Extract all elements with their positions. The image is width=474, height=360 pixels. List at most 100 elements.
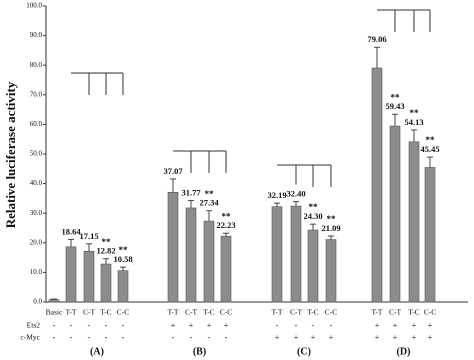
condition-sign: -	[208, 333, 211, 342]
significance: **	[205, 189, 215, 199]
bar	[389, 125, 401, 303]
condition-sign: +	[224, 321, 229, 330]
y-axis-title: Relative luciferase activity	[3, 81, 18, 228]
condition-sign: -	[330, 321, 333, 330]
x-tick-label: C-C	[220, 308, 233, 317]
value-label: 79.06	[367, 34, 386, 44]
significance: **	[222, 211, 232, 221]
condition-sign: -	[88, 321, 91, 330]
significance: **	[410, 108, 420, 118]
x-tick-label: C-T	[83, 308, 96, 317]
condition-sign: -	[276, 321, 279, 330]
value-label: 45.45	[420, 144, 439, 154]
bar	[185, 207, 197, 303]
condition-sign: -	[122, 333, 125, 342]
condition-sign: +	[207, 321, 212, 330]
condition-sign: -	[295, 321, 298, 330]
significance: **	[119, 245, 129, 255]
significance: **	[309, 202, 319, 212]
y-tick-label: 10.0	[30, 268, 43, 276]
y-tick-label: 0.0	[33, 298, 42, 306]
bar	[65, 246, 77, 303]
x-tick-label: C-T	[290, 308, 303, 317]
value-label: 32.19	[267, 190, 286, 200]
significance: **	[391, 92, 401, 102]
condition-sign: -	[172, 333, 175, 342]
bar	[271, 206, 283, 303]
value-label: 17.15	[79, 231, 98, 241]
x-tick-label: T-C	[408, 308, 419, 317]
value-label: 54.13	[404, 117, 423, 127]
condition-name: c-Myc	[20, 333, 40, 342]
value-label: 32.40	[286, 189, 305, 199]
x-tick-label: C-C	[117, 308, 130, 317]
y-tick-label: 90.0	[30, 31, 43, 39]
y-tick-label: 20.0	[30, 238, 43, 246]
x-tick-label: C-T	[389, 308, 402, 317]
bar	[408, 141, 420, 303]
condition-sign: +	[412, 321, 417, 330]
x-tick-label: C-C	[424, 308, 437, 317]
condition-sign: +	[375, 333, 380, 342]
condition-sign: -	[190, 333, 193, 342]
value-label: 37.07	[163, 166, 183, 176]
condition-sign: +	[428, 321, 433, 330]
condition-sign: -	[88, 333, 91, 342]
x-tick-label: T-T	[168, 308, 179, 317]
condition-sign: -	[105, 321, 108, 330]
group-label: (D)	[397, 346, 411, 357]
y-tick-label: 40.0	[30, 179, 43, 187]
condition-sign: -	[225, 333, 228, 342]
condition-sign: -	[53, 333, 56, 342]
condition-sign: -	[312, 321, 315, 330]
x-tick-label: T-C	[100, 308, 111, 317]
condition-sign: +	[375, 321, 380, 330]
bar	[117, 270, 129, 303]
condition-sign: -	[53, 321, 56, 330]
condition-sign: +	[311, 333, 316, 342]
condition-sign: +	[393, 321, 398, 330]
condition-sign: +	[393, 333, 398, 342]
condition-sign: +	[275, 333, 280, 342]
significance: **	[426, 135, 436, 145]
x-tick-label: C-C	[325, 308, 338, 317]
x-tick-label: Basic	[46, 308, 63, 317]
condition-sign: +	[171, 321, 176, 330]
bar	[424, 167, 436, 303]
bar	[371, 67, 383, 303]
significance: **	[102, 237, 112, 247]
condition-sign: +	[294, 333, 299, 342]
bar	[48, 299, 60, 303]
group-label: (C)	[297, 346, 311, 357]
condition-sign: -	[105, 333, 108, 342]
value-label: 27.34	[199, 198, 219, 208]
bar	[167, 191, 179, 303]
value-label: 31.77	[181, 188, 201, 198]
x-tick-label: T-T	[272, 308, 283, 317]
value-label: 10.58	[113, 254, 132, 264]
y-tick-label: 70.0	[30, 90, 43, 98]
condition-sign: -	[122, 321, 125, 330]
condition-sign: +	[329, 333, 334, 342]
condition-sign: -	[70, 321, 73, 330]
x-tick-label: T-T	[66, 308, 77, 317]
value-label: 24.30	[303, 211, 322, 221]
bar	[83, 250, 95, 303]
x-tick-label: T-C	[307, 308, 318, 317]
y-tick-label: 60.0	[30, 120, 43, 128]
condition-sign: +	[189, 321, 194, 330]
condition-sign: +	[428, 333, 433, 342]
x-tick-label: T-C	[203, 308, 214, 317]
x-tick-label: T-T	[372, 308, 383, 317]
value-label: 21.09	[321, 223, 340, 233]
y-tick-label: 50.0	[30, 150, 43, 158]
value-label: 18.64	[61, 226, 81, 236]
group-label: (B)	[193, 346, 206, 357]
bar	[325, 239, 337, 303]
bar	[100, 263, 112, 303]
bar	[203, 220, 215, 303]
value-label: 22.23	[216, 220, 235, 230]
condition-sign: +	[412, 333, 417, 342]
bar	[290, 205, 302, 303]
